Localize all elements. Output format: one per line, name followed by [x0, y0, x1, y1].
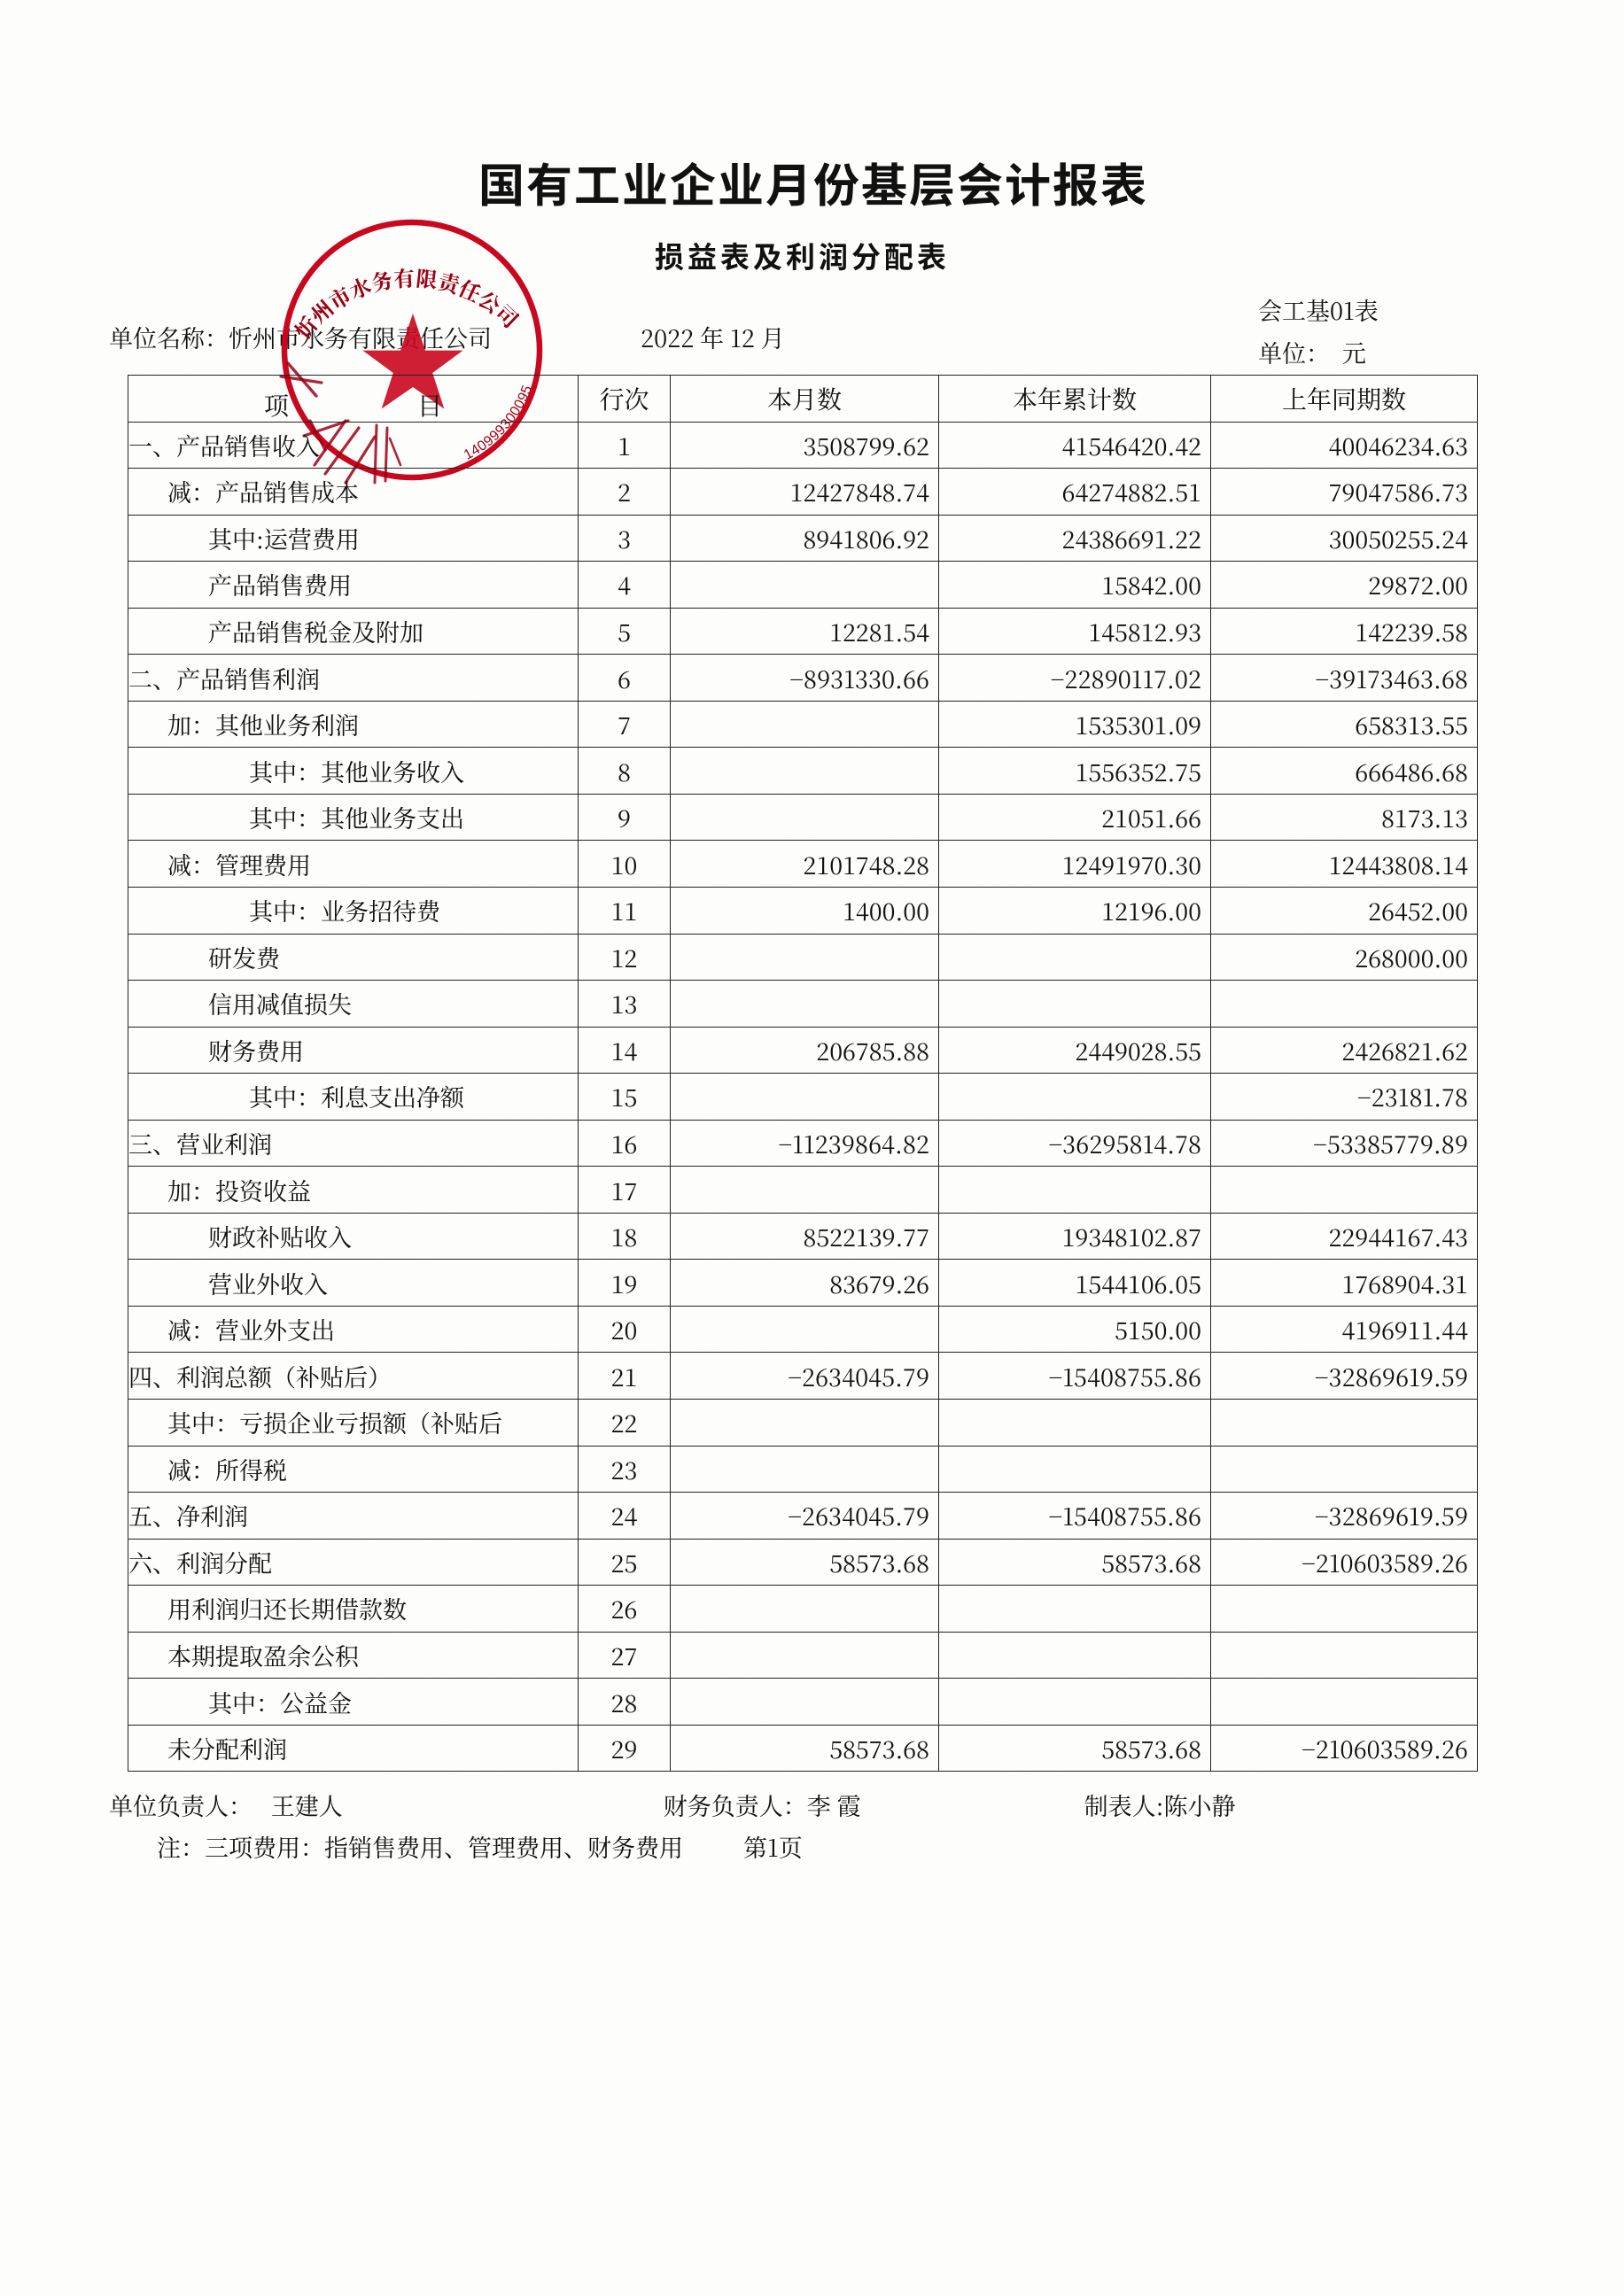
svg-text:忻州市水务有限责任公司: 忻州市水务有限责任公司	[286, 261, 526, 345]
